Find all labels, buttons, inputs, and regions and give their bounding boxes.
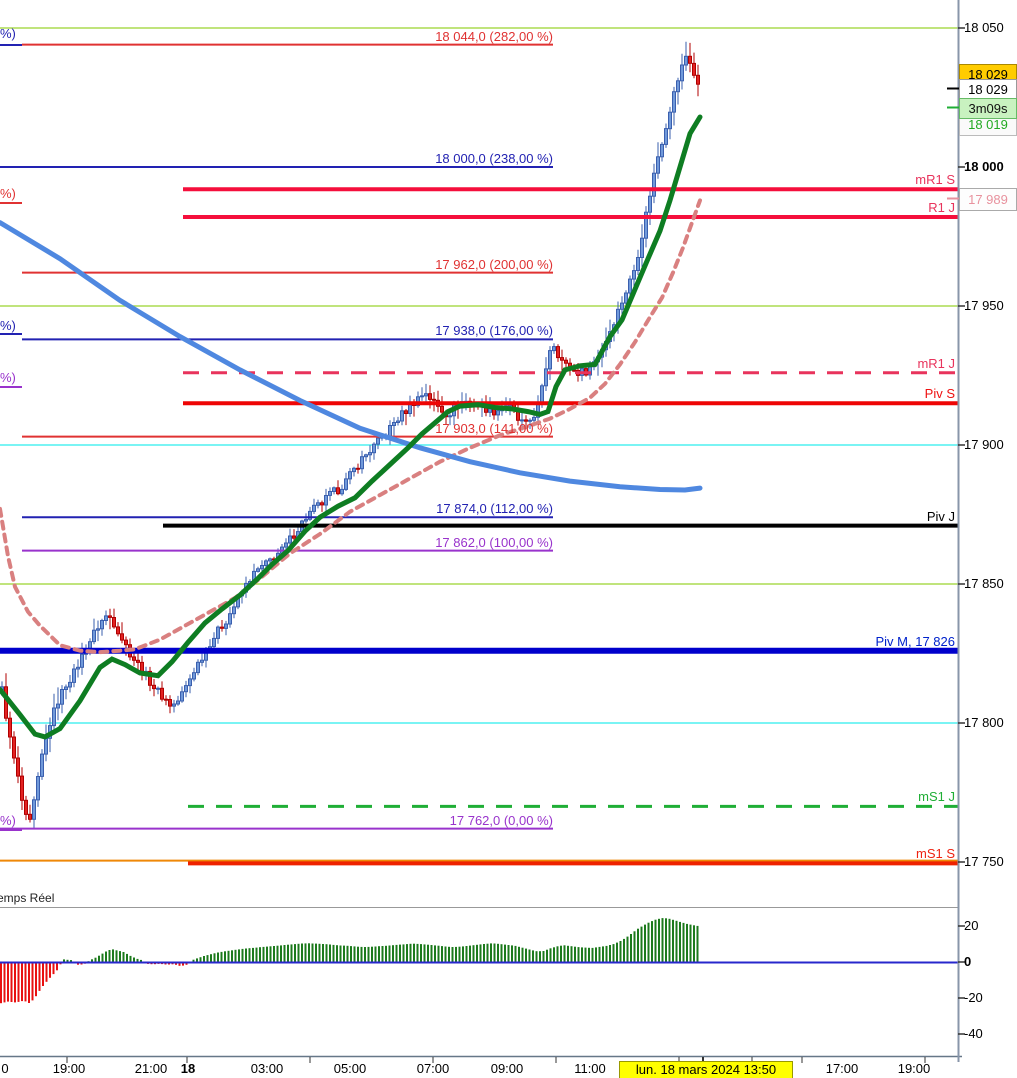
fib-fragment-label[interactable]: %) [0, 370, 16, 385]
hist-tick-label: 0 [964, 954, 972, 969]
price-tick-label: 17 850 [964, 576, 1004, 591]
price-tick-label: 18 050 [964, 20, 1004, 35]
price-tick-label: 18 000 [964, 159, 1004, 174]
candle-countdown-box: 3m09s [959, 98, 1017, 119]
ma-blue-line [0, 220, 703, 493]
fib-fragment-label[interactable]: %) [0, 318, 16, 333]
cursor-price-box: 18 029 [959, 79, 1017, 100]
price-tick-label: 17 950 [964, 298, 1004, 313]
fib-level-label[interactable]: 17 938,0 (176,00 %) [435, 323, 553, 339]
time-label: 0 [1, 1061, 9, 1076]
r1j-price-box: 17 989 [959, 188, 1017, 211]
price-tick-label: 17 900 [964, 437, 1004, 452]
fib-level-label[interactable]: 18 044,0 (282,00 %) [435, 28, 553, 44]
fib-level-label[interactable]: 17 762,0 (0,00 %) [449, 812, 553, 828]
time-label: 19:00 [897, 1061, 931, 1076]
time-label: 03:00 [250, 1061, 284, 1076]
time-label: 05:00 [333, 1061, 367, 1076]
fib-fragment-label[interactable]: %) [0, 26, 16, 41]
hist-tick-label: -20 [964, 990, 983, 1005]
pivot-level-label[interactable]: Piv S [924, 386, 955, 402]
pivot-level-label[interactable]: mS1 J [918, 789, 955, 805]
time-label: 09:00 [490, 1061, 524, 1076]
time-label: 19:00 [52, 1061, 86, 1076]
fib-fragment-label[interactable]: %) [0, 186, 16, 201]
time-label: 21:00 [134, 1061, 168, 1076]
pivot-level-label[interactable]: Piv M, 17 826 [875, 633, 956, 649]
time-label: 18 [180, 1061, 196, 1076]
fib-level-label[interactable]: 17 903,0 (141,00 %) [435, 420, 553, 436]
fib-level-label[interactable]: 17 874,0 (112,00 %) [436, 501, 553, 517]
fib-fragment-label[interactable]: %) [0, 813, 16, 828]
time-label: 17:00 [825, 1061, 859, 1076]
pivot-level-label[interactable]: mR1 S [915, 172, 955, 188]
indicator-value-box: 18 019 [959, 114, 1017, 136]
fib-level-label[interactable]: 18 000,0 (238,00 %) [435, 151, 553, 166]
pivot-level-label[interactable]: mR1 J [917, 355, 955, 371]
ma-pink-dashed-line [0, 198, 702, 655]
fib-level-label[interactable]: 17 862,0 (100,00 %) [435, 534, 553, 550]
pivot-level-label[interactable]: Piv J [926, 508, 955, 524]
candles-layer [0, 41, 700, 829]
time-label: 07:00 [416, 1061, 450, 1076]
histogram-layer [0, 918, 699, 1004]
hist-tick-label: -40 [964, 1026, 983, 1041]
price-tick-label: 17 800 [964, 715, 1004, 730]
cursor-date-box: lun. 18 mars 2024 13:50 [619, 1061, 793, 1078]
time-label: 11:00 [574, 1061, 606, 1076]
fib-level-label[interactable]: 17 962,0 (200,00 %) [435, 256, 553, 272]
ma-green-line [0, 114, 703, 740]
pivot-level-label[interactable]: mS1 S [915, 846, 955, 862]
pivot-level-label[interactable]: R1 J [928, 200, 955, 216]
hist-tick-label: 20 [964, 918, 979, 933]
price-tick-label: 17 750 [964, 854, 1004, 869]
realtime-label: Temps Réel [0, 891, 55, 905]
